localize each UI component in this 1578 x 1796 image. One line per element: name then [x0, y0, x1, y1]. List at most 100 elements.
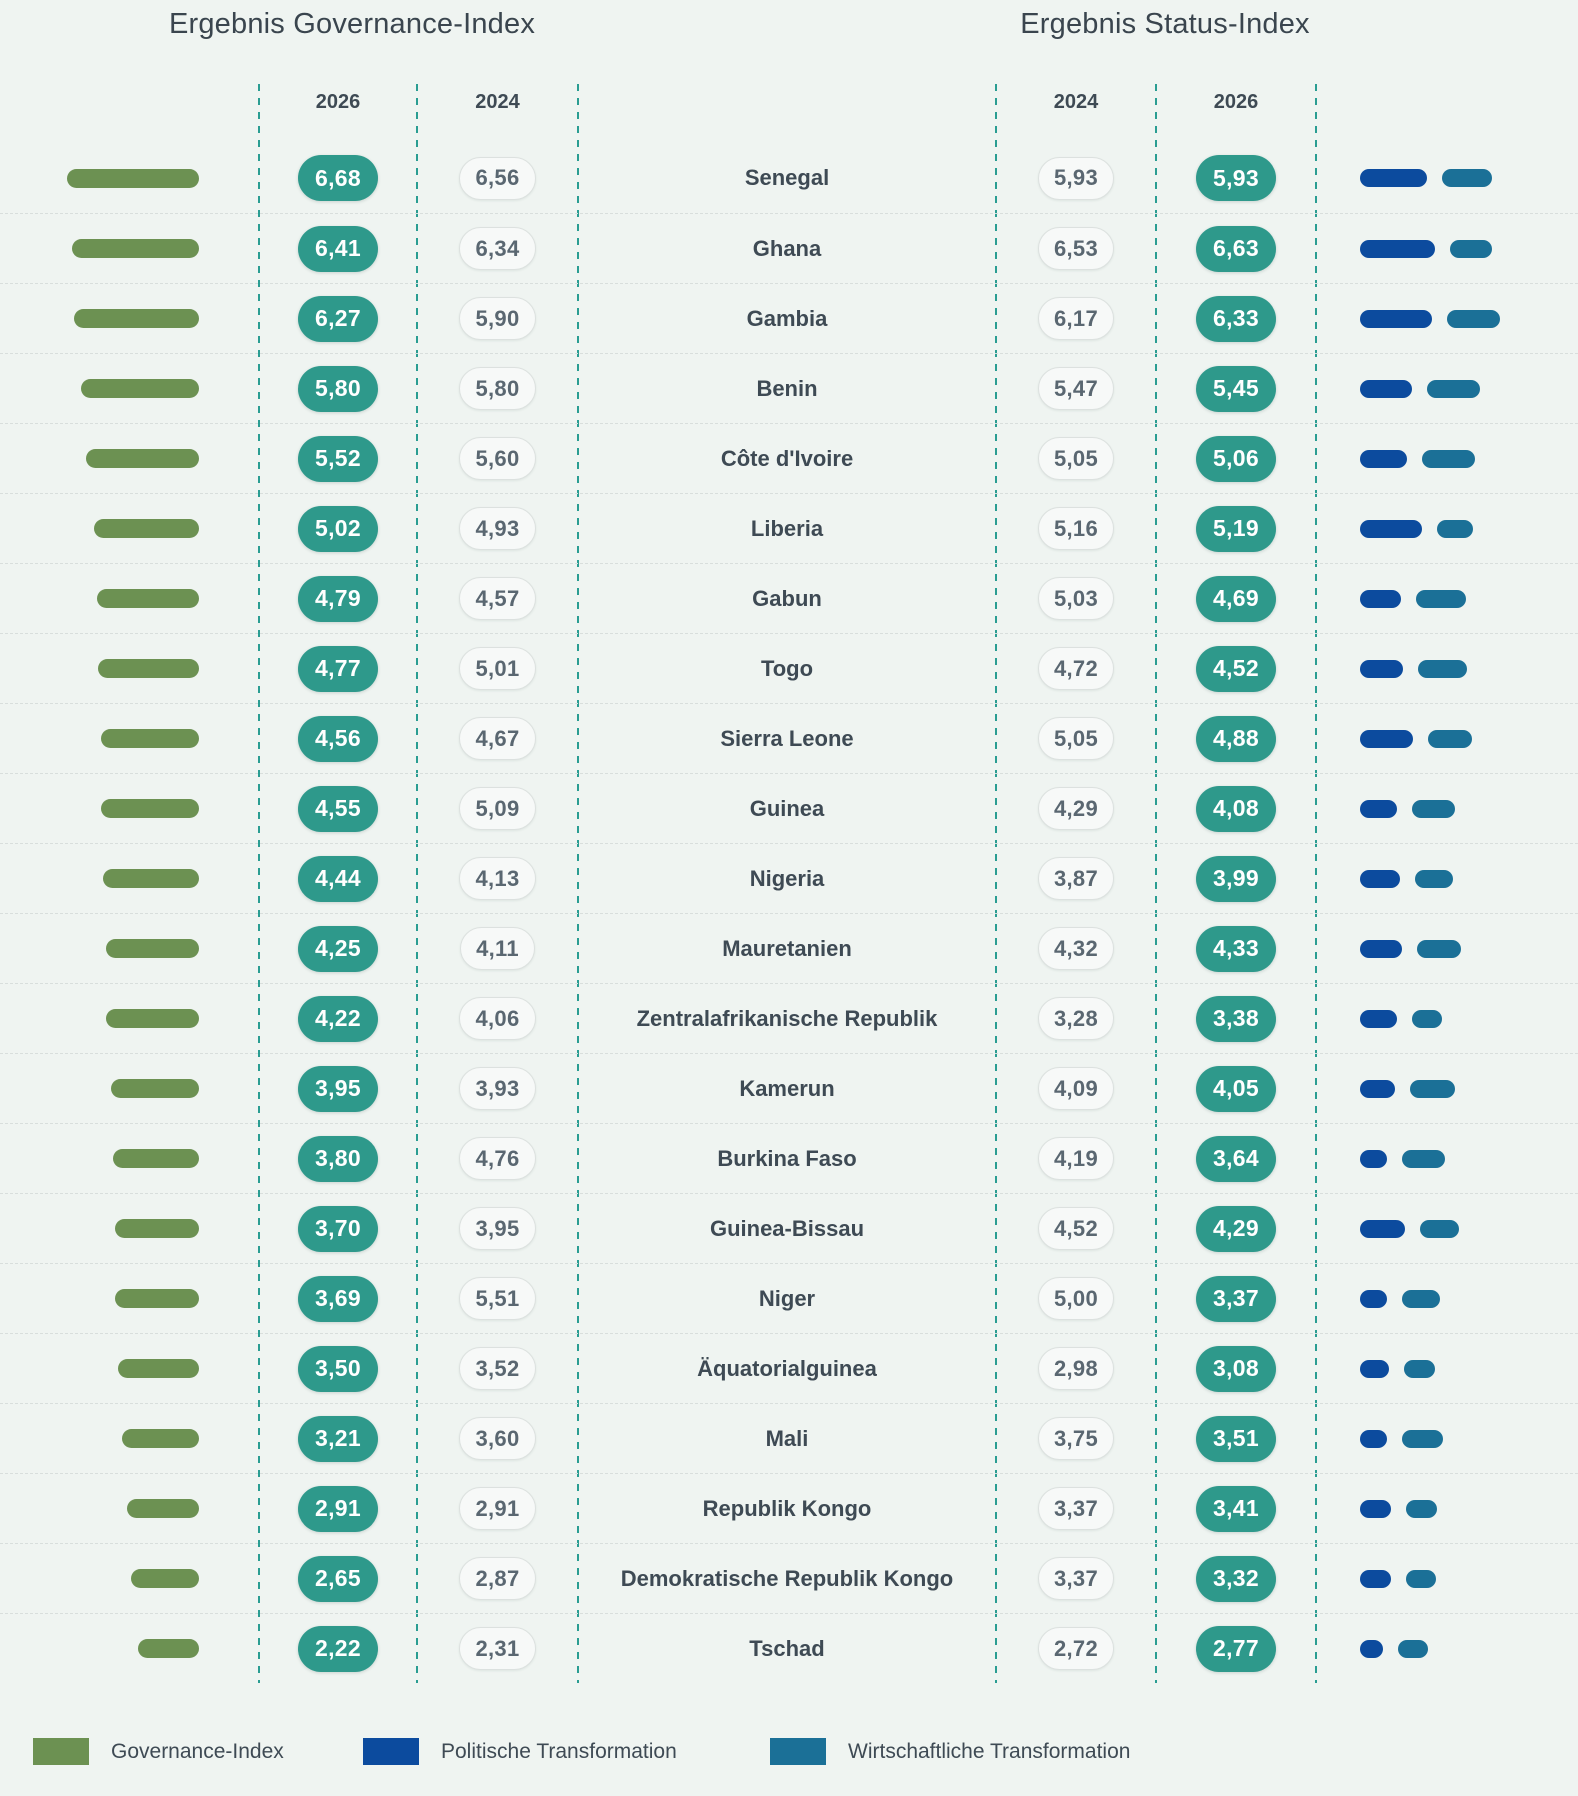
status-2024-value-pill: 4,72	[1037, 647, 1115, 690]
gov-2024-value-pill: 4,93	[459, 507, 536, 550]
status-2026-cell: 3,38	[1156, 995, 1316, 1042]
legend-item-politische: Politische Transformation	[363, 1738, 677, 1765]
governance-bar-cell	[0, 589, 259, 608]
status-2024-value-pill: 4,29	[1037, 787, 1115, 830]
governance-bar-cell	[0, 869, 259, 888]
gov-2026-cell: 2,91	[259, 1485, 417, 1532]
gov-2026-cell: 3,69	[259, 1275, 417, 1322]
governance-bar-cell	[0, 1009, 259, 1028]
status-2024-cell: 4,72	[996, 647, 1156, 690]
country-name: Mali	[765, 1425, 809, 1451]
gov-2024-value-pill: 5,60	[459, 437, 536, 480]
status-2024-value-pill: 5,00	[1037, 1277, 1115, 1320]
status-2026-value-pill: 4,08	[1196, 785, 1276, 832]
gov-2024-value-pill: 2,91	[459, 1487, 536, 1530]
gov-2024-cell: 4,11	[417, 927, 578, 970]
status-2026-cell: 4,52	[1156, 645, 1316, 692]
gov-2026-cell: 3,95	[259, 1065, 417, 1112]
status-2024-cell: 4,29	[996, 787, 1156, 830]
gov-2026-cell: 4,79	[259, 575, 417, 622]
legend-item-governance: Governance-Index	[33, 1738, 284, 1765]
gov-2026-value-pill: 4,55	[298, 785, 378, 832]
gov-2024-cell: 5,90	[417, 297, 578, 340]
column-separator	[1155, 84, 1157, 1683]
status-2026-value-pill: 3,51	[1196, 1415, 1276, 1462]
status-2024-value-pill: 6,17	[1037, 297, 1115, 340]
status-2026-value-pill: 3,99	[1196, 855, 1276, 902]
table-row: 3,50 3,52 Äquatorialguinea 2,98 3,08	[0, 1333, 1578, 1403]
column-separator	[258, 84, 260, 1683]
country-cell: Mauretanien	[578, 936, 996, 962]
country-name: Côte d'Ivoire	[720, 445, 854, 471]
status-2024-cell: 2,72	[996, 1627, 1156, 1670]
gov-2024-cell: 3,60	[417, 1417, 578, 1460]
gov-2026-value-pill: 5,80	[298, 365, 378, 412]
gov-2024-cell: 2,31	[417, 1627, 578, 1670]
governance-index-title: Ergebnis Governance-Index	[168, 8, 536, 40]
status-2024-cell: 5,47	[996, 367, 1156, 410]
gov-2024-value-pill: 5,51	[459, 1277, 536, 1320]
politische-transformation-bar	[1360, 589, 1402, 608]
status-2024-value-pill: 3,28	[1037, 997, 1115, 1040]
gov-2026-value-pill: 3,50	[298, 1345, 378, 1392]
table-row: 3,70 3,95 Guinea-Bissau 4,52 4,29	[0, 1193, 1578, 1263]
politische-transformation-bar	[1360, 309, 1432, 328]
gov-2026-value-pill: 5,52	[298, 435, 378, 482]
status-2024-cell: 2,98	[996, 1347, 1156, 1390]
status-2026-value-pill: 3,32	[1196, 1555, 1276, 1602]
gov-2024-value-pill: 4,11	[460, 927, 535, 970]
status-2026-cell: 4,88	[1156, 715, 1316, 762]
status-2026-value-pill: 5,06	[1196, 435, 1276, 482]
gov-2024-value-pill: 4,76	[459, 1137, 536, 1180]
transformation-bars-cell	[1316, 239, 1578, 258]
country-cell: Burkina Faso	[578, 1146, 996, 1172]
politische-transformation-bar	[1360, 1569, 1392, 1588]
politische-transformation-bar	[1360, 799, 1397, 818]
status-2024-value-pill: 4,19	[1037, 1137, 1115, 1180]
status-2024-value-pill: 4,09	[1037, 1067, 1115, 1110]
gov-2026-cell: 3,80	[259, 1135, 417, 1182]
governance-bar-cell	[0, 1289, 259, 1308]
country-cell: Äquatorialguinea	[578, 1356, 996, 1382]
politische-transformation-bar	[1360, 1289, 1387, 1308]
politische-transformation-bar	[1360, 869, 1400, 888]
wirtschaftliche-transformation-bar	[1401, 1429, 1444, 1448]
status-2024-value-pill: 3,87	[1037, 857, 1115, 900]
gov-2026-cell: 6,27	[259, 295, 417, 342]
country-cell: Niger	[578, 1286, 996, 1312]
status-2024-value-pill: 2,72	[1037, 1627, 1115, 1670]
status-2026-cell: 4,08	[1156, 785, 1316, 832]
governance-index-bar	[97, 659, 199, 678]
transformation-bars-cell	[1316, 799, 1578, 818]
country-cell: Nigeria	[578, 866, 996, 892]
gov-2024-value-pill: 5,09	[459, 787, 536, 830]
table-row: 2,65 2,87 Demokratische Republik Kongo 3…	[0, 1543, 1578, 1613]
country-cell: Senegal	[578, 165, 996, 191]
transformation-bars-cell	[1316, 1289, 1578, 1308]
country-name: Tschad	[749, 1635, 825, 1661]
wirtschaftliche-transformation-bar	[1426, 379, 1480, 398]
status-2024-cell: 5,93	[996, 156, 1156, 200]
gov-2026-cell: 4,25	[259, 925, 417, 972]
country-name: Guinea	[749, 795, 825, 821]
status-2026-cell: 2,77	[1156, 1625, 1316, 1672]
gov-2024-value-pill: 2,87	[459, 1557, 536, 1600]
gov-2024-cell: 4,57	[417, 577, 578, 620]
status-2024-cell: 5,05	[996, 717, 1156, 760]
transformation-bars-cell	[1316, 1429, 1578, 1448]
table-row: 2,91 2,91 Republik Kongo 3,37 3,41	[0, 1473, 1578, 1543]
governance-index-bar	[122, 1429, 199, 1448]
transformation-bars-cell	[1316, 1219, 1578, 1238]
governance-bar-cell	[0, 239, 259, 258]
gov-2026-value-pill: 2,91	[298, 1485, 378, 1532]
wirtschaftliche-transformation-bar	[1398, 1639, 1429, 1658]
gov-2024-cell: 4,93	[417, 507, 578, 550]
country-cell: Mali	[578, 1426, 996, 1452]
governance-index-bar	[81, 379, 199, 398]
gov-2026-cell: 6,68	[259, 155, 417, 201]
status-2024-value-pill: 5,47	[1037, 367, 1115, 410]
gov-2026-value-pill: 2,22	[298, 1625, 378, 1672]
status-2026-cell: 3,51	[1156, 1415, 1316, 1462]
legend: Governance-Index Politische Transformati…	[0, 1738, 1578, 1772]
gov-2024-cell: 3,52	[417, 1347, 578, 1390]
